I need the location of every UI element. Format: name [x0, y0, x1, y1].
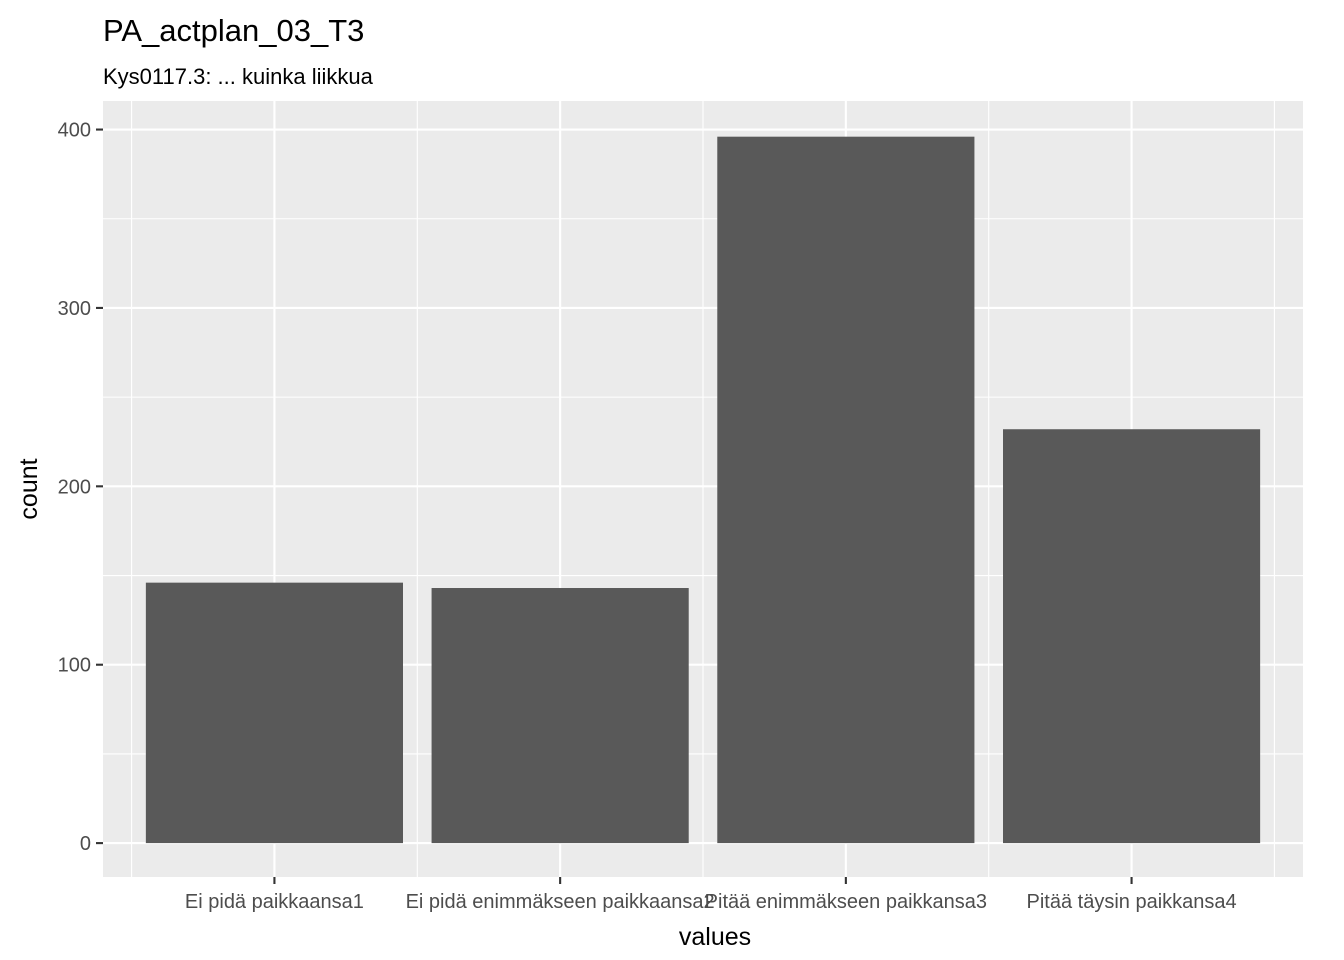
chart-title: PA_actplan_03_T3 [103, 13, 364, 48]
x-tick-label: Pitää täysin paikkansa4 [1027, 891, 1237, 913]
y-tick-label: 100 [58, 655, 91, 677]
x-tick-label: Ei pidä enimmäkseen paikkaansa2 [406, 891, 715, 913]
x-axis-title: values [679, 923, 751, 951]
y-tick-label: 200 [58, 476, 91, 498]
x-tick-label: Ei pidä paikkaansa1 [185, 891, 364, 913]
chart-subtitle: Kys0117.3: ... kuinka liikkua [103, 64, 374, 89]
bar [431, 588, 689, 844]
y-axis: 0 100 200 300 400 [58, 120, 103, 855]
y-tick-label: 400 [58, 120, 91, 142]
y-tick-label: 0 [80, 833, 91, 855]
x-tick-label: Pitää enimmäkseen paikkansa3 [705, 891, 987, 913]
y-axis-title: count [15, 458, 43, 519]
x-axis: Ei pidä paikkaansa1 Ei pidä enimmäkseen p… [185, 877, 1237, 913]
bar [717, 136, 975, 844]
bars [145, 136, 1261, 844]
y-tick-label: 300 [58, 298, 91, 320]
bar [145, 582, 403, 844]
bar [1003, 429, 1261, 844]
